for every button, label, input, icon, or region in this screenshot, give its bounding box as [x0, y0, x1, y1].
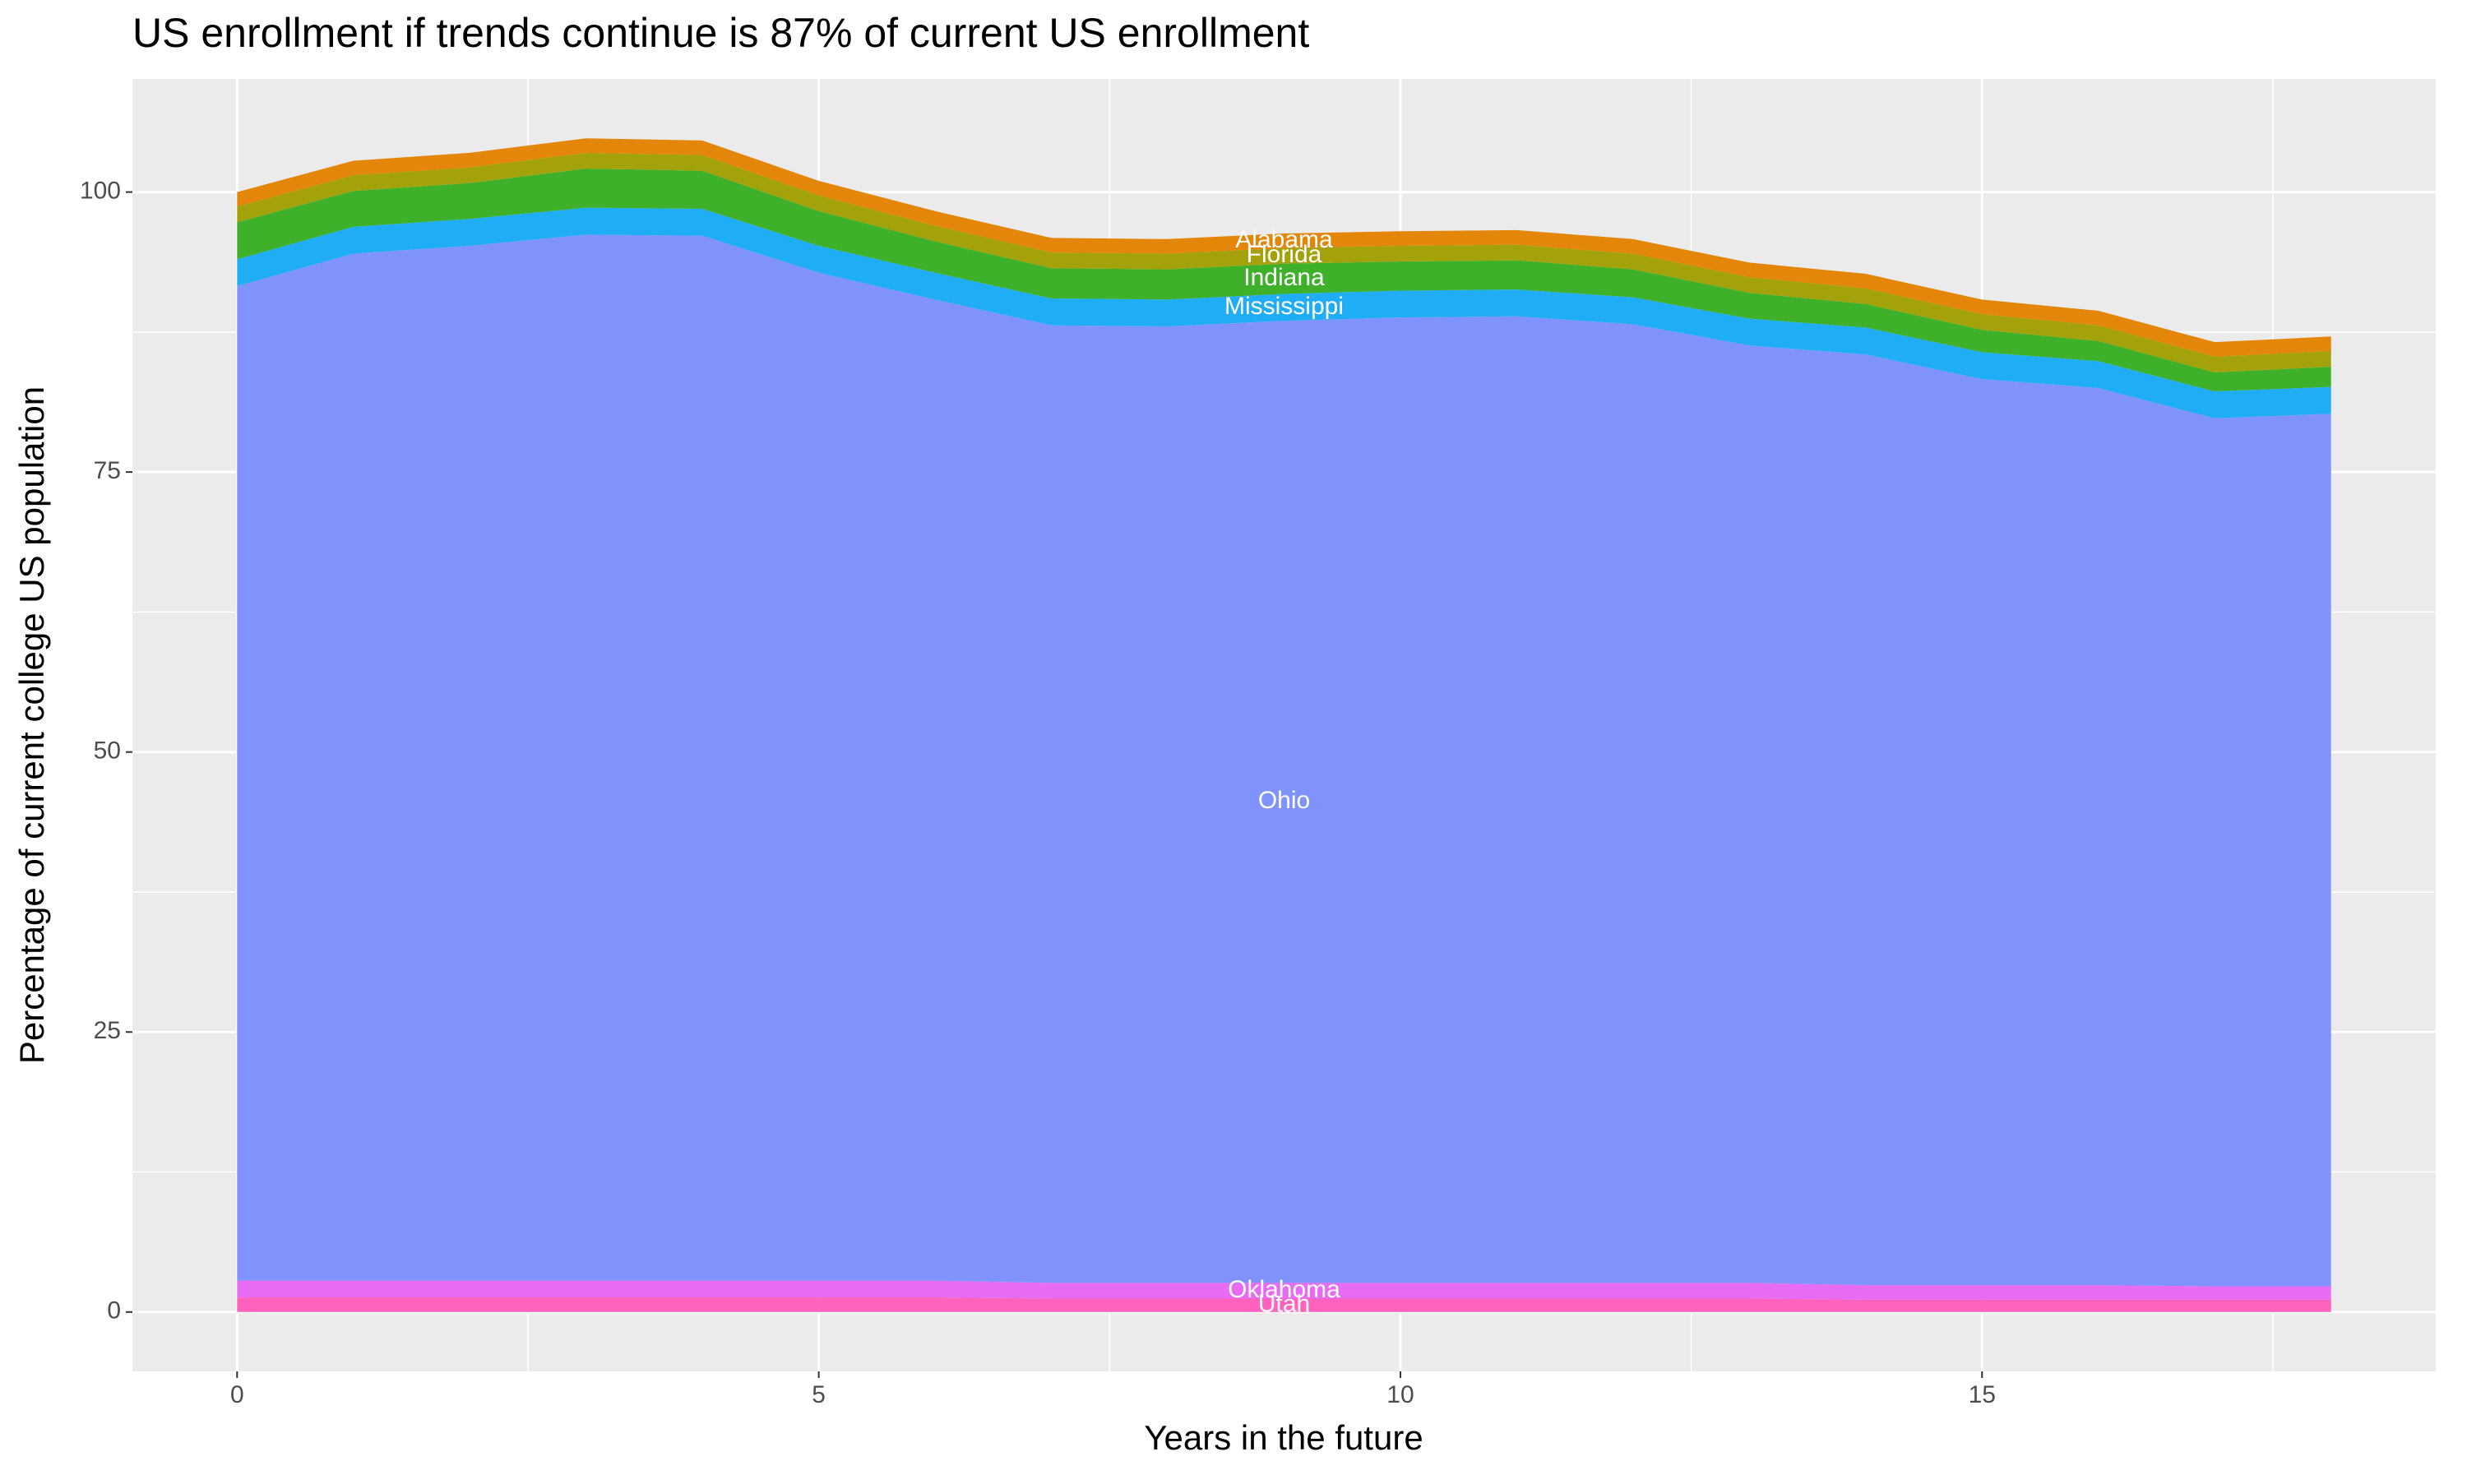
area [237, 207, 2331, 418]
y-tick-label: 50 [94, 737, 121, 765]
area [237, 168, 2331, 392]
y-tick-label: 75 [94, 457, 121, 484]
series-label: Mississippi [1224, 293, 1344, 320]
area [237, 152, 2331, 372]
y-tick-label: 25 [94, 1017, 121, 1044]
x-tick-label: 0 [230, 1381, 244, 1408]
area [237, 138, 2331, 357]
x-tick-label: 15 [1969, 1381, 1996, 1408]
area [237, 1280, 2331, 1300]
series-label: Indiana [1243, 264, 1325, 291]
series-label: Ohio [1258, 787, 1310, 814]
series-label: Alabama [1235, 226, 1333, 253]
x-tick-label: 5 [812, 1381, 826, 1408]
chart-title: US enrollment if trends continue is 87% … [132, 10, 1309, 56]
area [237, 234, 2331, 1287]
area [237, 1297, 2331, 1312]
series-label: Oklahoma [1228, 1276, 1340, 1303]
x-tick-label: 10 [1386, 1381, 1414, 1408]
y-axis-label: Percentage of current college US populat… [12, 386, 51, 1064]
series-label: Florida [1247, 241, 1322, 268]
series-label: Utah [1258, 1291, 1310, 1318]
y-tick-label: 100 [80, 178, 121, 205]
y-tick-label: 0 [107, 1297, 121, 1325]
x-axis-label: Years in the future [1144, 1418, 1423, 1457]
